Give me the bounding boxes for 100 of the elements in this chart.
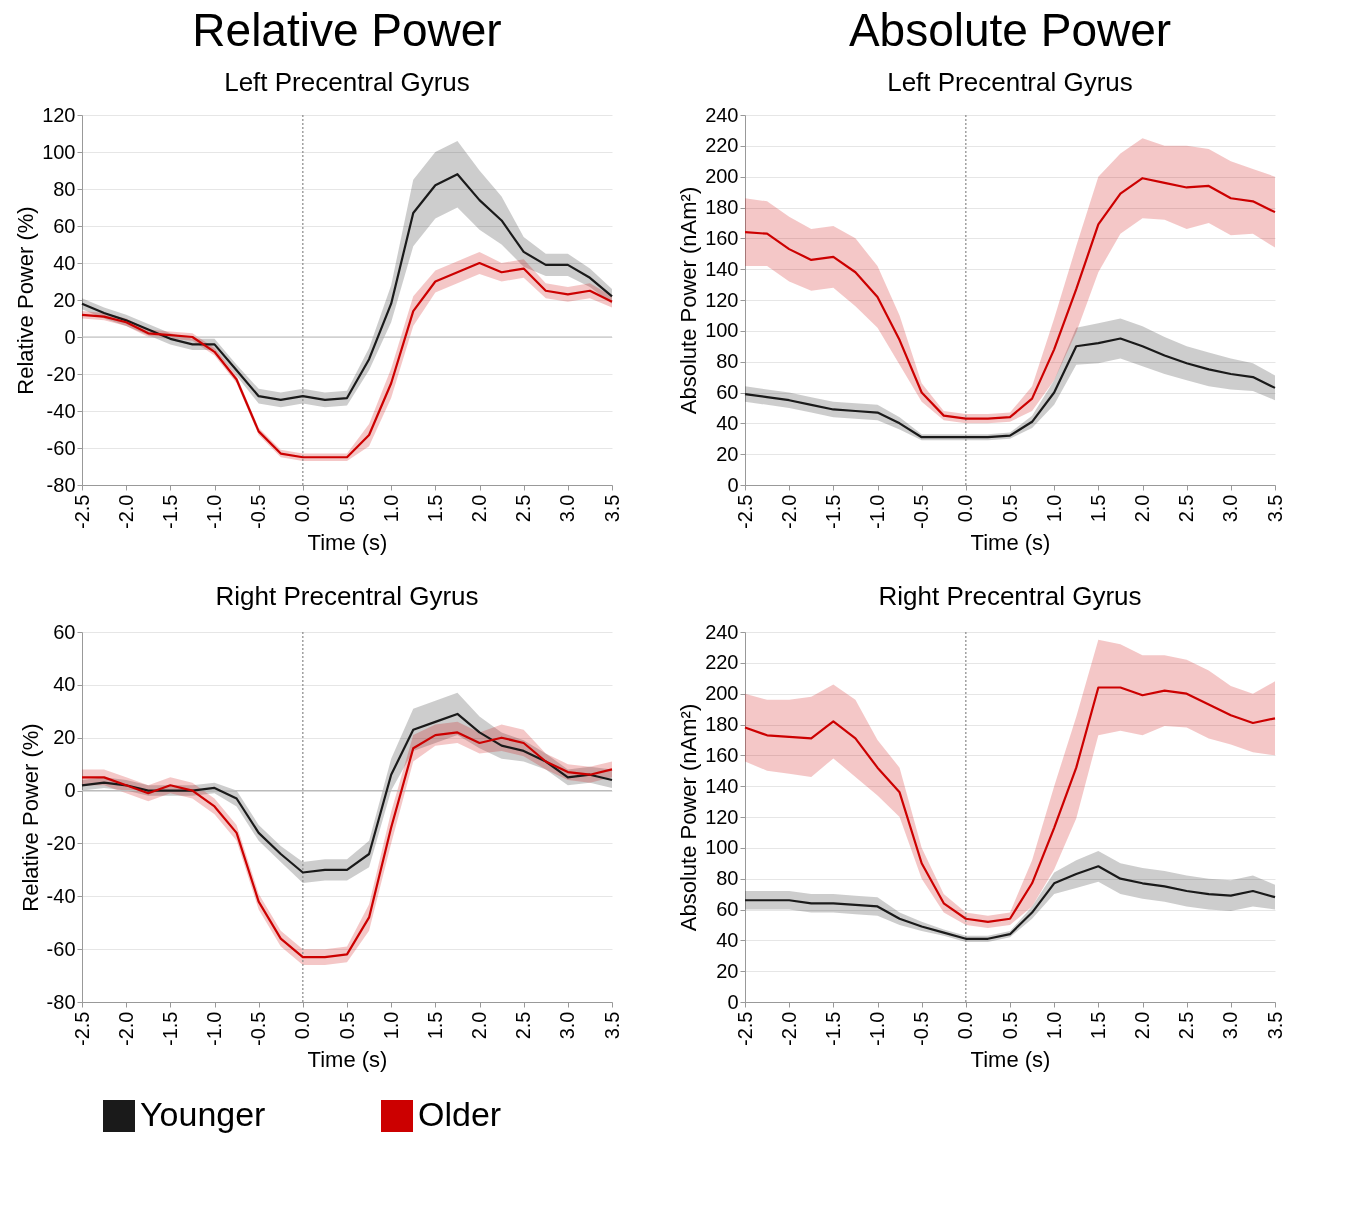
y-tick-label: 40 [53, 251, 76, 274]
y-tick-label: 220 [705, 134, 739, 157]
y-tick-label: 180 [705, 713, 739, 735]
y-tick-label: 80 [716, 867, 739, 890]
x-tick-label: 3.5 [1263, 494, 1286, 523]
x-tick-label: 2.5 [1175, 1011, 1198, 1040]
y-tick-label: -20 [46, 831, 76, 854]
x-tick-label: -2.0 [114, 494, 137, 529]
x-tick-label: -2.0 [777, 494, 800, 529]
line-series [743, 865, 1277, 940]
chart-subtitle: Right Precentral Gyrus [215, 581, 479, 611]
y-tick-label: 20 [53, 288, 76, 311]
x-tick-label: -1.0 [866, 494, 888, 529]
y-tick-label: 0 [64, 779, 76, 802]
x-tick-label: -1.5 [821, 1011, 844, 1046]
chart-title: Absolute Power [848, 4, 1172, 56]
x-tick-label: 1.0 [1042, 1011, 1065, 1040]
y-tick-label: 140 [705, 774, 739, 797]
y-tick-label: 80 [53, 177, 76, 200]
line-series [743, 177, 1277, 420]
x-tick-label: 3.5 [600, 1011, 623, 1040]
x-tick-label: 0.0 [291, 1011, 314, 1040]
x-tick-label: -1.0 [203, 1011, 225, 1046]
y-tick-label: 120 [705, 288, 739, 311]
y-tick-label: 240 [705, 103, 739, 126]
chart-subtitle: Left Precentral Gyrus [224, 67, 470, 97]
y-tick-label: 60 [53, 620, 76, 643]
line-series [80, 173, 614, 401]
y-tick-label: 40 [716, 928, 739, 951]
y-tick-label: 40 [53, 673, 76, 696]
chart-subtitle: Left Precentral Gyrus [887, 67, 1133, 97]
y-tick-label: -60 [46, 436, 76, 459]
x-tick-label: -2.5 [70, 1011, 93, 1046]
y-tick-label: 60 [53, 214, 76, 237]
x-tick-label: -0.5 [910, 1011, 933, 1046]
y-axis-title: Relative Power (%) [17, 723, 43, 912]
y-tick-label: 140 [705, 257, 739, 280]
y-tick-label: 40 [716, 411, 739, 434]
x-tick-label: -1.0 [203, 494, 225, 529]
line-series [743, 686, 1277, 923]
x-tick-label: 0.5 [335, 1011, 358, 1040]
y-tick-label: 200 [705, 165, 739, 188]
x-tick-label: 3.5 [1263, 1011, 1286, 1040]
x-tick-label: -2.0 [777, 1011, 800, 1046]
x-tick-label: 3.0 [556, 1011, 579, 1040]
y-tick-label: -80 [46, 990, 76, 1013]
x-tick-label: 1.5 [1086, 494, 1109, 523]
y-tick-label: 100 [705, 319, 739, 342]
x-tick-label: 3.0 [1219, 1011, 1242, 1040]
line-series [743, 337, 1277, 439]
y-tick-label: 0 [727, 990, 739, 1013]
y-axis-title: Absolute Power (nAm²) [676, 186, 702, 415]
x-tick-label: -1.5 [158, 1011, 181, 1046]
x-tick-label: -0.5 [910, 494, 933, 529]
legend-label: Older [418, 1095, 502, 1133]
chart-title: Relative Power [192, 4, 502, 56]
y-tick-label: -80 [46, 473, 76, 496]
x-tick-label: -0.5 [247, 494, 270, 529]
x-tick-label: 3.5 [600, 494, 623, 523]
y-tick-label: 120 [705, 805, 739, 828]
y-tick-label: 220 [705, 651, 739, 674]
y-tick-label: 20 [53, 726, 76, 749]
x-tick-label: 1.5 [1086, 1011, 1109, 1040]
x-tick-label: 2.0 [468, 494, 490, 523]
x-tick-label: 1.0 [379, 494, 402, 523]
y-tick-label: 20 [716, 442, 739, 465]
x-tick-label: 1.5 [423, 1011, 446, 1040]
x-tick-label: 3.0 [556, 494, 579, 523]
y-tick-label: -20 [46, 362, 76, 385]
y-tick-label: -40 [46, 399, 76, 422]
y-tick-label: 0 [727, 473, 739, 496]
x-tick-label: 2.0 [1131, 494, 1153, 523]
x-tick-label: -2.5 [733, 1011, 756, 1046]
x-tick-label: -1.0 [866, 1011, 888, 1046]
x-tick-label: 0.5 [998, 1011, 1021, 1040]
x-tick-label: -2.5 [70, 494, 93, 529]
x-axis-title: Time (s) [970, 529, 1051, 555]
y-tick-label: 100 [42, 140, 76, 163]
x-tick-label: 0.5 [335, 494, 358, 523]
x-tick-label: 1.5 [423, 494, 446, 523]
y-tick-label: 60 [716, 898, 739, 920]
x-tick-label: -0.5 [247, 1011, 270, 1046]
y-tick-label: 240 [705, 620, 739, 643]
y-tick-label: 200 [705, 682, 739, 705]
x-tick-label: -2.0 [114, 1011, 137, 1046]
x-axis-title: Time (s) [307, 1046, 388, 1072]
y-tick-label: 60 [716, 381, 739, 403]
line-series [80, 712, 614, 874]
x-axis-title: Time (s) [970, 1046, 1051, 1072]
y-tick-label: 80 [716, 350, 739, 373]
y-tick-label: 180 [705, 196, 739, 218]
x-tick-label: -1.5 [158, 494, 181, 529]
x-tick-label: 2.0 [468, 1011, 490, 1040]
legend-label: Younger [140, 1095, 266, 1133]
x-tick-label: 2.5 [512, 494, 535, 523]
y-axis-title: Relative Power (%) [13, 206, 39, 395]
x-tick-label: 0.0 [291, 494, 314, 523]
y-axis-title: Absolute Power (nAm²) [676, 703, 702, 932]
y-tick-label: 0 [64, 325, 76, 348]
x-tick-label: 0.0 [954, 494, 977, 523]
